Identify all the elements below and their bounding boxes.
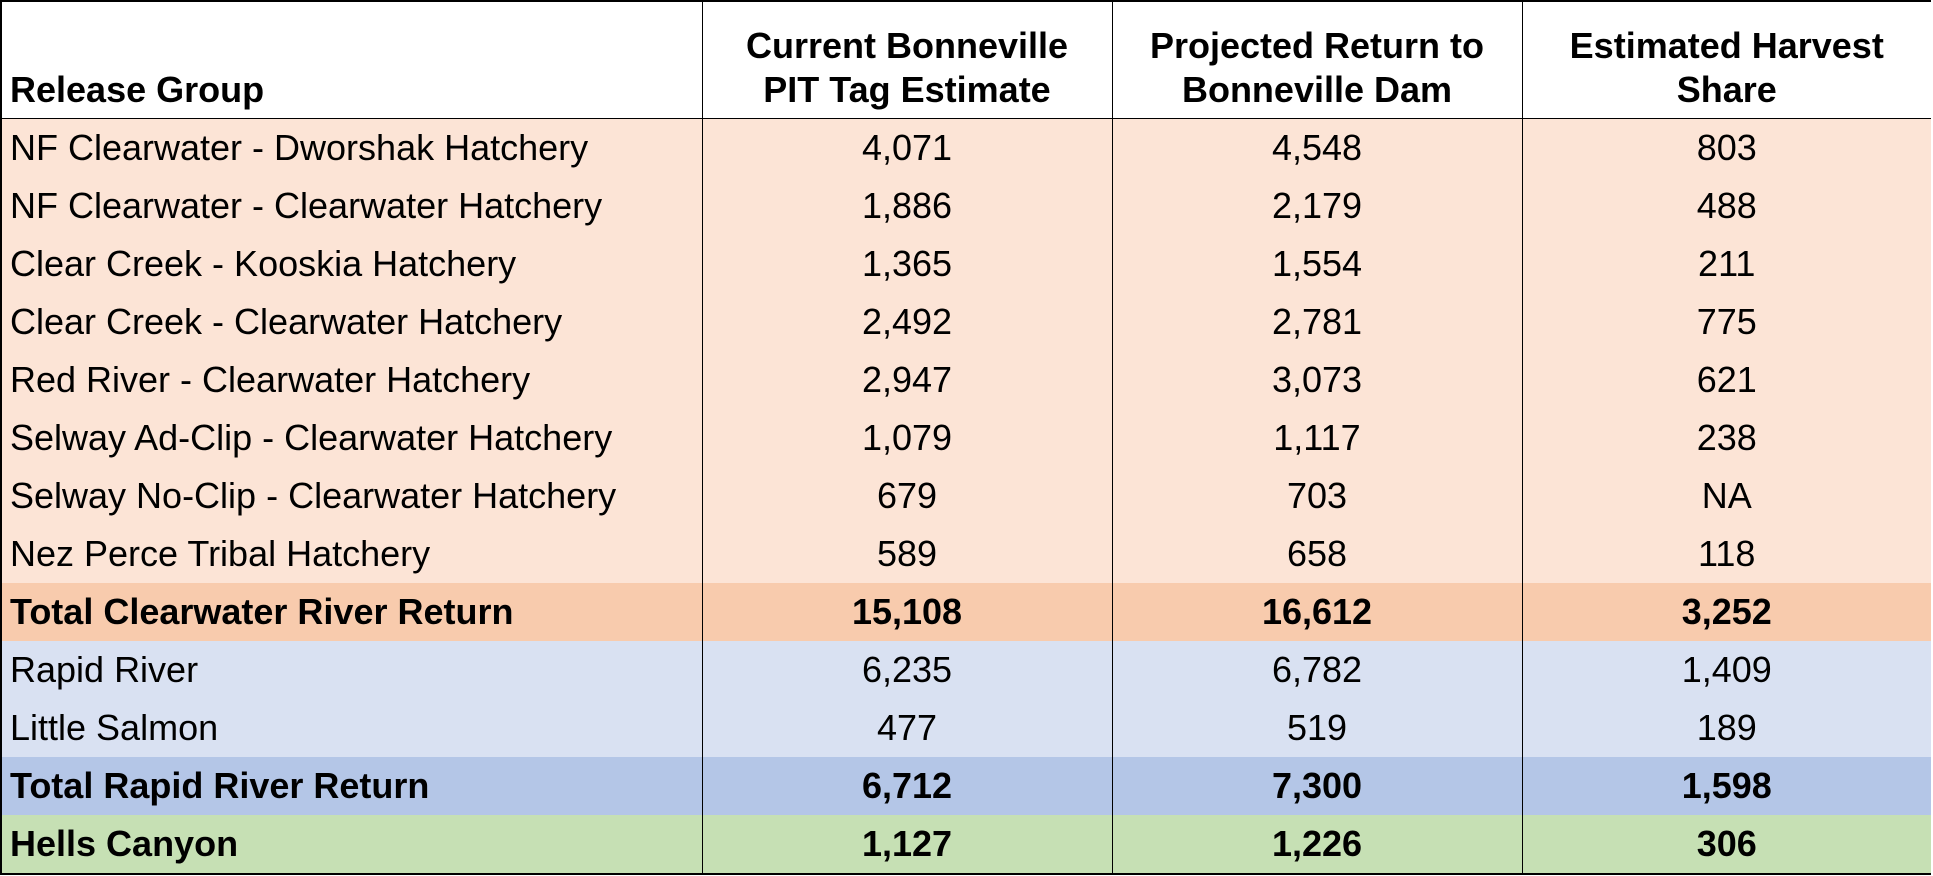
current-estimate-cell: 4,071 bbox=[701, 118, 1112, 177]
harvest-share-cell: 775 bbox=[1521, 292, 1931, 351]
hells-canyon-row: Hells Canyon 1,127 1,226 306 bbox=[2, 814, 1931, 873]
projected-return-cell: 703 bbox=[1111, 466, 1522, 525]
harvest-share-cell: 306 bbox=[1521, 814, 1931, 873]
release-group-cell: Hells Canyon bbox=[2, 814, 702, 873]
release-group-cell: Rapid River bbox=[2, 640, 702, 699]
projected-return-cell: 519 bbox=[1111, 698, 1522, 757]
header-release-group: Release Group bbox=[2, 2, 702, 119]
harvest-share-cell: 211 bbox=[1521, 234, 1931, 293]
current-estimate-cell: 1,365 bbox=[701, 234, 1112, 293]
table-row: Rapid River 6,235 6,782 1,409 bbox=[2, 640, 1931, 699]
current-estimate-cell: 6,235 bbox=[701, 640, 1112, 699]
harvest-share-cell: 488 bbox=[1521, 176, 1931, 235]
harvest-share-cell: NA bbox=[1521, 466, 1931, 525]
header-row: Release Group Current Bonneville PIT Tag… bbox=[2, 2, 1931, 119]
projected-return-cell: 7,300 bbox=[1111, 756, 1522, 815]
table-row: Red River - Clearwater Hatchery 2,947 3,… bbox=[2, 350, 1931, 409]
release-group-cell: Nez Perce Tribal Hatchery bbox=[2, 524, 702, 583]
release-group-cell: Little Salmon bbox=[2, 698, 702, 757]
current-estimate-cell: 2,492 bbox=[701, 292, 1112, 351]
harvest-share-cell: 1,598 bbox=[1521, 756, 1931, 815]
current-estimate-cell: 2,947 bbox=[701, 350, 1112, 409]
release-group-cell: Red River - Clearwater Hatchery bbox=[2, 350, 702, 409]
projected-return-cell: 658 bbox=[1111, 524, 1522, 583]
projected-return-cell: 1,554 bbox=[1111, 234, 1522, 293]
current-estimate-cell: 1,127 bbox=[701, 814, 1112, 873]
current-estimate-cell: 679 bbox=[701, 466, 1112, 525]
table-row: Nez Perce Tribal Hatchery 589 658 118 bbox=[2, 524, 1931, 583]
release-group-cell: Selway Ad-Clip - Clearwater Hatchery bbox=[2, 408, 702, 467]
projected-return-cell: 16,612 bbox=[1111, 582, 1522, 641]
projected-return-cell: 6,782 bbox=[1111, 640, 1522, 699]
harvest-share-cell: 3,252 bbox=[1521, 582, 1931, 641]
release-group-cell: Clear Creek - Clearwater Hatchery bbox=[2, 292, 702, 351]
header-current-estimate: Current Bonneville PIT Tag Estimate bbox=[701, 2, 1112, 119]
release-group-cell: NF Clearwater - Dworshak Hatchery bbox=[2, 118, 702, 177]
header-projected-return: Projected Return to Bonneville Dam bbox=[1111, 2, 1522, 119]
current-estimate-cell: 589 bbox=[701, 524, 1112, 583]
current-estimate-cell: 6,712 bbox=[701, 756, 1112, 815]
header-harvest-share: Estimated Harvest Share bbox=[1521, 2, 1931, 119]
table-row: Selway No-Clip - Clearwater Hatchery 679… bbox=[2, 466, 1931, 525]
release-group-cell: Total Rapid River Return bbox=[2, 756, 702, 815]
harvest-share-cell: 1,409 bbox=[1521, 640, 1931, 699]
projected-return-cell: 2,179 bbox=[1111, 176, 1522, 235]
current-estimate-cell: 1,886 bbox=[701, 176, 1112, 235]
table-row: Clear Creek - Kooskia Hatchery 1,365 1,5… bbox=[2, 234, 1931, 293]
release-group-cell: Selway No-Clip - Clearwater Hatchery bbox=[2, 466, 702, 525]
table-row: Selway Ad-Clip - Clearwater Hatchery 1,0… bbox=[2, 408, 1931, 467]
current-estimate-cell: 1,079 bbox=[701, 408, 1112, 467]
release-group-cell: Clear Creek - Kooskia Hatchery bbox=[2, 234, 702, 293]
projected-return-cell: 2,781 bbox=[1111, 292, 1522, 351]
table-row: Little Salmon 477 519 189 bbox=[2, 698, 1931, 757]
harvest-share-cell: 621 bbox=[1521, 350, 1931, 409]
projected-return-cell: 1,117 bbox=[1111, 408, 1522, 467]
current-estimate-cell: 15,108 bbox=[701, 582, 1112, 641]
clearwater-total-row: Total Clearwater River Return 15,108 16,… bbox=[2, 582, 1931, 641]
release-group-cell: Total Clearwater River Return bbox=[2, 582, 702, 641]
harvest-share-cell: 238 bbox=[1521, 408, 1931, 467]
current-estimate-cell: 477 bbox=[701, 698, 1112, 757]
rapid-river-total-row: Total Rapid River Return 6,712 7,300 1,5… bbox=[2, 756, 1931, 815]
table-row: NF Clearwater - Clearwater Hatchery 1,88… bbox=[2, 176, 1931, 235]
harvest-share-cell: 189 bbox=[1521, 698, 1931, 757]
table-row: Clear Creek - Clearwater Hatchery 2,492 … bbox=[2, 292, 1931, 351]
harvest-share-cell: 118 bbox=[1521, 524, 1931, 583]
harvest-share-cell: 803 bbox=[1521, 118, 1931, 177]
projected-return-cell: 1,226 bbox=[1111, 814, 1522, 873]
projected-return-cell: 3,073 bbox=[1111, 350, 1522, 409]
projected-return-cell: 4,548 bbox=[1111, 118, 1522, 177]
release-group-cell: NF Clearwater - Clearwater Hatchery bbox=[2, 176, 702, 235]
table-row: NF Clearwater - Dworshak Hatchery 4,071 … bbox=[2, 118, 1931, 177]
